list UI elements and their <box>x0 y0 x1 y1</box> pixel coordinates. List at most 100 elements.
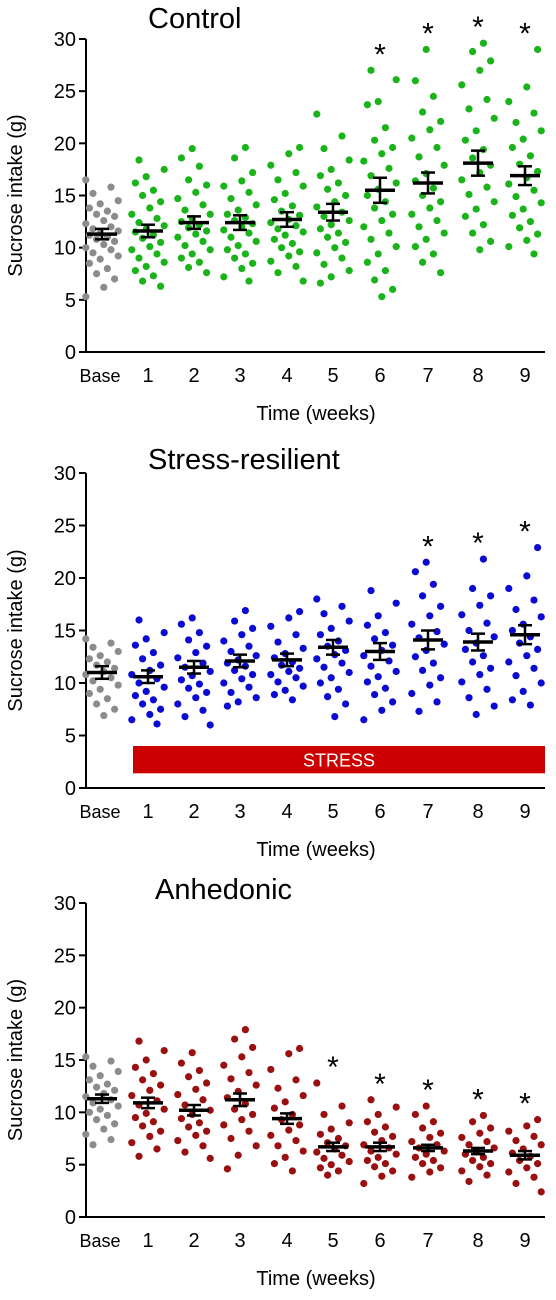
x-tick-label: 3 <box>234 365 245 387</box>
data-point <box>367 1096 375 1104</box>
data-point <box>234 1151 242 1159</box>
data-point <box>131 641 139 649</box>
data-point <box>93 210 101 218</box>
data-point <box>360 223 368 231</box>
y-axis-label: Sucrose intake (g) <box>5 114 27 276</box>
data-point <box>316 1164 324 1172</box>
data-point <box>267 622 275 630</box>
data-point <box>238 675 246 683</box>
data-point <box>85 655 93 663</box>
data-point <box>245 683 253 691</box>
data-point <box>429 92 437 100</box>
data-point <box>437 117 445 126</box>
data-point <box>203 1079 211 1087</box>
y-tick-label: 0 <box>65 1207 76 1229</box>
data-point <box>433 698 441 706</box>
x-tick-label: 6 <box>374 801 385 823</box>
data-point <box>296 608 304 616</box>
data-point <box>107 246 115 254</box>
data-point <box>537 613 545 621</box>
data-point <box>345 1157 353 1166</box>
data-point <box>320 212 328 220</box>
data-point <box>274 176 282 184</box>
data-point <box>285 1126 293 1134</box>
data-point <box>185 1123 193 1131</box>
data-point <box>367 66 375 74</box>
data-point <box>363 621 371 629</box>
data-point <box>241 143 249 152</box>
data-point <box>199 659 207 667</box>
data-point <box>174 1090 182 1099</box>
data-point <box>389 641 397 649</box>
data-point <box>374 1110 382 1119</box>
data-point <box>252 652 260 660</box>
data-point <box>415 153 423 161</box>
data-point <box>131 267 139 275</box>
data-point <box>181 241 189 250</box>
data-point <box>249 671 257 679</box>
data-point <box>103 658 111 666</box>
data-point <box>324 693 332 701</box>
data-point <box>274 678 282 686</box>
y-tick-label: 5 <box>65 1155 76 1177</box>
data-point <box>135 679 143 687</box>
data-point <box>157 238 165 247</box>
data-point <box>374 1153 382 1161</box>
data-point <box>238 631 246 639</box>
data-point <box>437 1129 445 1137</box>
data-point <box>505 1168 513 1176</box>
x-tick-label: 1 <box>142 365 153 387</box>
y-tick-label: 20 <box>54 998 76 1020</box>
data-point <box>415 707 423 715</box>
data-point <box>327 273 335 281</box>
data-point <box>299 182 307 190</box>
data-point <box>299 228 307 236</box>
data-point <box>149 1070 157 1078</box>
data-point <box>469 1156 477 1165</box>
data-point <box>313 1148 321 1156</box>
x-axis-label: Time (weeks) <box>256 1268 375 1290</box>
data-point <box>157 661 165 669</box>
data-point <box>220 273 228 281</box>
y-tick-label: 10 <box>54 238 76 260</box>
data-point <box>476 671 484 679</box>
y-tick-label: 5 <box>65 290 76 312</box>
data-point <box>534 645 542 654</box>
data-point <box>177 1115 185 1123</box>
data-point <box>111 237 119 246</box>
data-point <box>437 602 445 610</box>
data-point <box>479 652 487 660</box>
data-point <box>203 688 211 697</box>
data-point <box>415 223 423 231</box>
data-point <box>188 144 196 153</box>
data-point <box>103 1080 111 1088</box>
data-point <box>82 220 90 228</box>
data-point <box>320 144 328 153</box>
y-tick-label: 25 <box>54 516 76 538</box>
data-point <box>149 648 157 657</box>
x-tick-label: 9 <box>519 1230 530 1252</box>
data-point <box>381 267 389 275</box>
data-point <box>381 1160 389 1168</box>
x-tick-label: 2 <box>188 801 199 823</box>
data-point <box>96 685 104 693</box>
data-point <box>157 1081 165 1089</box>
data-point <box>245 1068 253 1077</box>
data-point <box>89 1141 97 1149</box>
data-point <box>114 1067 122 1076</box>
data-point <box>281 1153 289 1161</box>
data-point <box>526 701 535 709</box>
data-point <box>316 225 324 233</box>
data-point <box>128 1139 136 1147</box>
data-point <box>440 640 448 648</box>
data-point <box>476 1129 484 1137</box>
data-point <box>234 206 242 214</box>
data-point <box>111 1120 119 1128</box>
data-point <box>512 672 520 680</box>
data-point <box>313 1079 321 1087</box>
data-point <box>220 182 228 190</box>
data-point <box>461 645 469 654</box>
data-point <box>85 259 93 267</box>
data-point <box>203 1127 211 1135</box>
data-point <box>114 647 122 656</box>
